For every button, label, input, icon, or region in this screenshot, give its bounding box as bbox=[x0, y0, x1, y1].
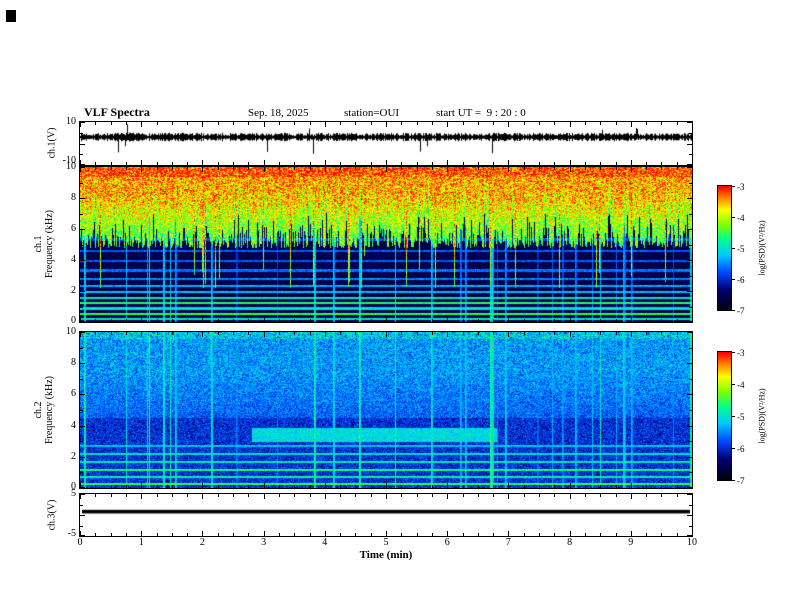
axis-tick bbox=[732, 448, 735, 449]
colorbar-ch2-canvas bbox=[718, 352, 731, 480]
axis-tick bbox=[692, 483, 693, 488]
colorbar-tick-label: -5 bbox=[737, 244, 745, 254]
y-tick-label: 10 bbox=[66, 161, 76, 172]
x-tick-label: 5 bbox=[383, 537, 389, 548]
axis-tick bbox=[732, 416, 735, 417]
x-tick-label: 6 bbox=[444, 537, 450, 548]
colorbar-ch1-canvas bbox=[718, 186, 731, 310]
x-tick-label: 0 bbox=[77, 537, 83, 548]
colorbar-ch1 bbox=[717, 185, 732, 311]
screen-artifact bbox=[6, 10, 16, 22]
ch1-waveform-ylabel: ch.1(V) bbox=[46, 127, 58, 159]
x-tick-label: 3 bbox=[261, 537, 267, 548]
station-label: station=OUI bbox=[344, 107, 400, 119]
axis-tick bbox=[732, 310, 735, 311]
colorbar-ch2 bbox=[717, 351, 732, 481]
ch1-spectrogram-ylabel: ch.1 Frequency (kHz) bbox=[33, 210, 55, 278]
x-tick-label: 1 bbox=[138, 537, 144, 548]
x-tick-label: 2 bbox=[199, 537, 205, 548]
axis-tick bbox=[692, 317, 693, 322]
axis-tick bbox=[732, 186, 735, 187]
colorbar-ch2-label: log(PSD)(V²/Hz) bbox=[757, 388, 767, 444]
ch2-spec-ylabel-line1: ch.2 bbox=[33, 401, 44, 419]
ch2-spectrogram-canvas bbox=[80, 332, 692, 488]
y-tick-label: 10 bbox=[66, 116, 76, 127]
panel-ch2-spectrogram bbox=[79, 331, 693, 489]
colorbar-tick-label: -3 bbox=[737, 182, 745, 192]
x-axis-label: Time (min) bbox=[359, 549, 413, 561]
axis-tick bbox=[732, 480, 735, 481]
colorbar-tick-label: -7 bbox=[737, 306, 745, 316]
ch3-waveform-ylabel: ch.3(V) bbox=[46, 499, 58, 531]
ch2-spec-ylabel-line2: Frequency (kHz) bbox=[44, 375, 55, 445]
colorbar-tick-label: -6 bbox=[737, 275, 745, 285]
panel-ch1-waveform bbox=[79, 121, 693, 166]
x-tick-label: 10 bbox=[687, 537, 697, 548]
ch2-spectrogram-ylabel: ch.2 Frequency (kHz) bbox=[33, 376, 55, 444]
x-tick-label: 7 bbox=[505, 537, 511, 548]
y-tick-label: 8 bbox=[71, 192, 76, 203]
axis-tick bbox=[732, 279, 735, 280]
colorbar-tick-label: -4 bbox=[737, 213, 745, 223]
panel-ch1-spectrogram bbox=[79, 166, 693, 323]
axis-tick bbox=[692, 167, 693, 172]
ch1-spec-ylabel-line2: Frequency (kHz) bbox=[44, 209, 55, 279]
figure-title: VLF Spectra bbox=[84, 105, 150, 119]
axis-tick bbox=[732, 217, 735, 218]
axis-tick bbox=[732, 248, 735, 249]
axis-tick bbox=[692, 494, 693, 499]
ch1-waveform-canvas bbox=[80, 122, 692, 165]
x-tick-label: 4 bbox=[322, 537, 328, 548]
panel-ch3-waveform bbox=[79, 493, 693, 537]
y-tick-label: 10 bbox=[66, 326, 76, 337]
x-tick-label: 9 bbox=[628, 537, 634, 548]
axis-tick bbox=[692, 160, 693, 165]
ch3-waveform-canvas bbox=[80, 494, 692, 536]
colorbar-tick-label: -6 bbox=[737, 444, 745, 454]
y-tick-label: 0 bbox=[71, 315, 76, 326]
axis-tick bbox=[732, 384, 735, 385]
axis-tick bbox=[692, 531, 693, 536]
axis-tick bbox=[692, 332, 693, 337]
colorbar-tick-label: -4 bbox=[737, 380, 745, 390]
axis-tick bbox=[732, 352, 735, 353]
colorbar-tick-label: -7 bbox=[737, 476, 745, 486]
axis-tick bbox=[692, 122, 693, 127]
y-tick-label: -5 bbox=[67, 528, 76, 539]
start-ut-label: start UT = 9 : 20 : 0 bbox=[436, 107, 526, 119]
x-tick-label: 8 bbox=[567, 537, 573, 548]
colorbar-tick-label: -5 bbox=[737, 412, 745, 422]
y-tick-label: 5 bbox=[71, 488, 76, 499]
colorbar-tick-label: -3 bbox=[737, 348, 745, 358]
y-tick-label: 8 bbox=[71, 357, 76, 369]
y-tick-label: 2 bbox=[71, 450, 76, 462]
y-tick-label: 0 bbox=[71, 481, 76, 492]
ch1-spectrogram-canvas bbox=[80, 167, 692, 322]
y-tick-label: 2 bbox=[71, 285, 76, 296]
date-label: Sep. 18, 2025 bbox=[248, 107, 309, 119]
colorbar-ch1-label: log(PSD)(V²/Hz) bbox=[757, 220, 767, 276]
ch1-spec-ylabel-line1: ch.1 bbox=[33, 235, 44, 253]
